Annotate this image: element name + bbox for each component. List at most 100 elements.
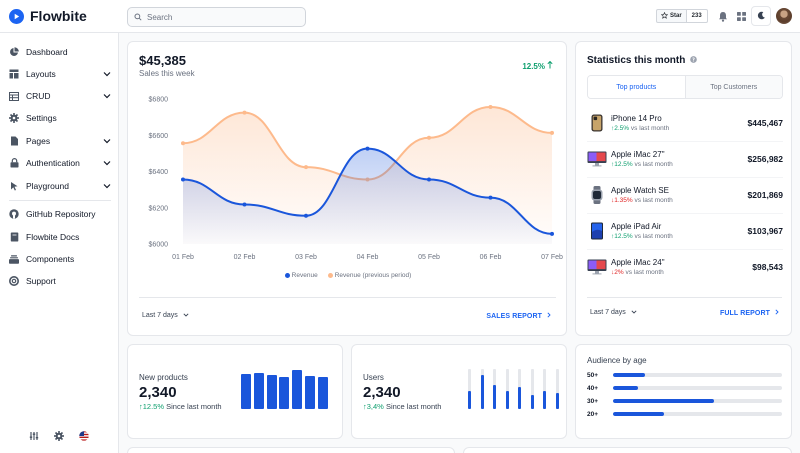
bar[interactable] bbox=[305, 376, 315, 409]
data-point-previous-period[interactable] bbox=[304, 165, 308, 170]
age-bar-fill[interactable] bbox=[613, 399, 715, 403]
bar[interactable] bbox=[555, 393, 559, 409]
star-count[interactable]: 233 bbox=[686, 9, 708, 23]
bar[interactable] bbox=[317, 377, 328, 409]
data-point-previous-period[interactable] bbox=[242, 110, 247, 115]
age-bar-fill[interactable] bbox=[613, 373, 646, 377]
chevron-down-icon bbox=[103, 91, 111, 101]
stats-period-dropdown[interactable]: Last 7 days bbox=[590, 309, 637, 316]
chevron-right-icon bbox=[547, 312, 551, 320]
brand-logo[interactable]: Flowbite bbox=[9, 8, 87, 24]
chevron-right-icon bbox=[775, 309, 779, 317]
apps-grid-icon[interactable] bbox=[734, 9, 748, 23]
age-row: 30+ bbox=[587, 396, 782, 406]
sales-period-label: Sales this week bbox=[139, 69, 195, 78]
data-point-revenue[interactable] bbox=[181, 177, 185, 182]
data-point-revenue[interactable] bbox=[304, 213, 308, 218]
bar[interactable] bbox=[480, 375, 484, 409]
new-products-value: 2,340 bbox=[139, 384, 177, 401]
data-point-revenue[interactable] bbox=[365, 146, 370, 151]
bar[interactable] bbox=[468, 391, 471, 409]
sidebar-item-authentication[interactable]: Authentication bbox=[9, 154, 111, 172]
period-dropdown[interactable]: Last 7 days bbox=[142, 312, 189, 319]
bar[interactable] bbox=[241, 374, 251, 409]
sidebar-item-crud[interactable]: CRUD bbox=[9, 87, 111, 105]
change-suffix: Since last month bbox=[166, 402, 222, 411]
product-info: Apple Watch SE ↓1.35% vs last month bbox=[611, 186, 748, 204]
data-point-revenue[interactable] bbox=[427, 177, 431, 182]
data-point-previous-period[interactable] bbox=[550, 130, 554, 135]
pie-chart-icon bbox=[9, 47, 19, 57]
data-point-revenue[interactable] bbox=[488, 195, 493, 200]
data-point-previous-period[interactable] bbox=[181, 141, 185, 146]
data-point-previous-period[interactable] bbox=[427, 135, 431, 140]
age-bar-fill[interactable] bbox=[613, 412, 664, 416]
age-bar-fill[interactable] bbox=[613, 386, 639, 390]
search-icon bbox=[134, 8, 142, 26]
bar[interactable] bbox=[266, 375, 277, 409]
change-percent: 12.5% bbox=[142, 402, 165, 411]
data-point-previous-period[interactable] bbox=[488, 104, 493, 109]
tab-top-products[interactable]: Top products bbox=[588, 76, 686, 98]
legend-item-revenue[interactable]: Revenue bbox=[284, 272, 318, 279]
partial-card-right bbox=[463, 447, 792, 453]
us-flag-icon[interactable] bbox=[78, 430, 89, 441]
product-row[interactable]: Apple iPad Air ↑12.5% vs last month $103,9… bbox=[587, 213, 783, 249]
sidebar-item-playground[interactable]: Playground bbox=[9, 177, 111, 195]
bar[interactable] bbox=[518, 387, 521, 409]
sidebar-item-settings[interactable]: Settings bbox=[9, 109, 111, 127]
sidebar-item-docs[interactable]: Flowbite Docs bbox=[9, 228, 111, 246]
bar[interactable] bbox=[253, 373, 264, 409]
change-percent: 2.5% bbox=[614, 125, 630, 132]
sidebar-item-components[interactable]: Components bbox=[9, 250, 111, 268]
product-row[interactable]: Apple iMac 24" ↓2% vs last month $98,543 bbox=[587, 249, 783, 285]
row-divider bbox=[587, 249, 783, 250]
search-input[interactable] bbox=[147, 12, 297, 22]
sidebar-item-github[interactable]: GitHub Repository bbox=[9, 205, 111, 223]
gear-icon[interactable] bbox=[53, 430, 64, 441]
sliders-icon[interactable] bbox=[28, 430, 39, 441]
y-tick-label: $6800 bbox=[149, 97, 169, 104]
bar[interactable] bbox=[530, 395, 534, 409]
product-row[interactable]: iPhone 14 Pro ↑2.5% vs last month $445,467 bbox=[587, 105, 783, 141]
bar[interactable] bbox=[493, 385, 496, 409]
product-row[interactable]: Apple iMac 27" ↑12.5% vs last month $256,9… bbox=[587, 141, 783, 177]
full-report-link[interactable]: FULL REPORT bbox=[720, 309, 779, 317]
arrow-up-icon: ↑ bbox=[611, 125, 615, 132]
bar-track bbox=[555, 369, 559, 409]
watch-thumbnail bbox=[587, 185, 607, 205]
product-change: ↑12.5% vs last month bbox=[611, 233, 748, 240]
sidebar-item-layouts[interactable]: Layouts bbox=[9, 65, 111, 83]
bell-icon[interactable] bbox=[716, 9, 730, 23]
bar[interactable] bbox=[292, 370, 303, 409]
change-percent: 12.5% bbox=[614, 233, 633, 240]
users-card: Users 2,340 ↑3,4% Since last month bbox=[351, 344, 567, 439]
chevron-down-icon bbox=[103, 158, 111, 168]
arrow-up-icon: ↑ bbox=[363, 402, 367, 411]
info-icon[interactable]: ? bbox=[690, 55, 698, 66]
bar[interactable] bbox=[543, 391, 546, 409]
bar[interactable] bbox=[279, 377, 290, 409]
legend-item-previous[interactable]: Revenue (previous period) bbox=[327, 272, 411, 279]
tab-top-customers[interactable]: Top Customers bbox=[685, 76, 782, 98]
product-row[interactable]: Apple Watch SE ↓1.35% vs last month $201,8… bbox=[587, 177, 783, 213]
data-point-revenue[interactable] bbox=[242, 202, 247, 207]
sales-report-link[interactable]: SALES REPORT bbox=[486, 312, 551, 320]
github-star-widget[interactable]: Star 233 bbox=[656, 9, 708, 23]
dark-mode-toggle[interactable] bbox=[751, 6, 771, 26]
sidebar-item-support[interactable]: Support bbox=[9, 272, 111, 290]
x-tick-label: 04 Feb bbox=[357, 254, 379, 261]
new-products-change: ↑12.5% Since last month bbox=[139, 402, 222, 411]
bar[interactable] bbox=[505, 391, 509, 409]
search-box[interactable] bbox=[127, 7, 306, 27]
data-point-revenue[interactable] bbox=[550, 231, 554, 236]
sidebar: Dashboard Layouts CRUD Settings Pages Au… bbox=[0, 33, 119, 453]
user-avatar[interactable] bbox=[776, 8, 792, 24]
users-label: Users bbox=[363, 373, 384, 382]
sidebar-item-label: Components bbox=[26, 254, 75, 264]
product-info: iPhone 14 Pro ↑2.5% vs last month bbox=[611, 114, 748, 132]
sidebar-item-dashboard[interactable]: Dashboard bbox=[9, 43, 111, 61]
sidebar-item-pages[interactable]: Pages bbox=[9, 132, 111, 150]
star-button[interactable]: Star bbox=[656, 9, 687, 23]
